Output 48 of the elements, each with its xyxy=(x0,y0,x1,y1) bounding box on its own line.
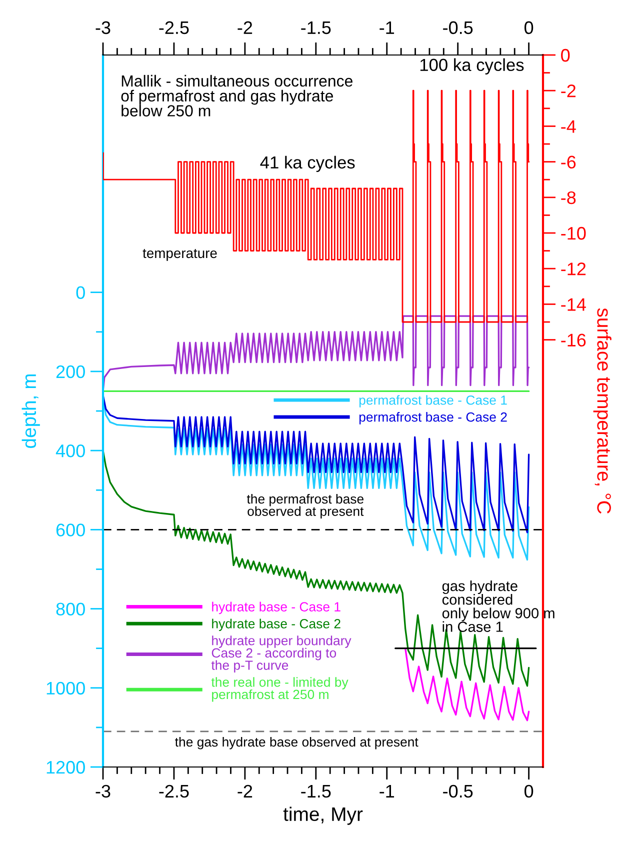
y-axis-title: depth, m xyxy=(22,374,40,448)
x-tick-label: -2.5 xyxy=(159,784,189,798)
text: hydrate base - Case 1 xyxy=(212,602,340,614)
y2-tick-label: -8 xyxy=(561,191,576,204)
y2-tick-label: -2 xyxy=(561,84,576,98)
series-label: permafrost base - Case 2 xyxy=(359,412,507,424)
y-tick-label: 400 xyxy=(56,444,85,458)
x2-tick-label: -2.5 xyxy=(159,21,189,34)
text: the real one - limited by permafrost at 250 m xyxy=(211,677,348,702)
y-tick-label: 1000 xyxy=(46,682,85,695)
text: Mallik - simultaneous occurrence of permafrost and gas hydrate below 250 m xyxy=(121,74,352,116)
x-tick-label: -0.5 xyxy=(443,784,473,798)
x2-tick-label: -2 xyxy=(238,21,252,34)
y-tick-label: 1200 xyxy=(46,760,85,774)
x-tick-label: -3 xyxy=(96,784,110,798)
x2-tick-label: -0.5 xyxy=(443,21,473,34)
annotation: temperature xyxy=(142,248,217,261)
y2-axis-title: surface temperature, °C xyxy=(593,308,612,514)
line-series xyxy=(404,648,530,722)
y-tick-label: 600 xyxy=(56,524,85,536)
y-tick-label: 800 xyxy=(56,602,85,616)
annotation: gas hydrate considered only below 900 m in Case 1 xyxy=(442,580,554,632)
y2-tick-label: -6 xyxy=(561,156,576,169)
x2-tick-label: 0 xyxy=(524,21,534,34)
text: permafrost base - Case 1 xyxy=(359,395,507,408)
y-tick-label: 0 xyxy=(76,286,85,300)
y2-tick-label: -4 xyxy=(561,120,576,133)
x2-tick-label: -1.5 xyxy=(301,21,331,34)
annotation: 41 ka cycles xyxy=(260,156,355,172)
y2-tick-label: -16 xyxy=(561,334,586,347)
x-tick-label: -1.5 xyxy=(301,785,331,798)
ref-line-label: the gas hydrate base observed at present xyxy=(175,736,418,750)
y-tick-label: 200 xyxy=(56,365,85,378)
x-tick-label: -1 xyxy=(380,785,394,798)
y2-tick-label: -10 xyxy=(561,226,586,240)
x2-tick-label: -1 xyxy=(380,21,394,34)
y2-tick-label: 0 xyxy=(561,48,570,62)
y2-tick-label: -12 xyxy=(561,262,586,276)
text: hydrate base - Case 2 xyxy=(212,618,340,631)
x-axis-title: time, Myr xyxy=(283,806,363,825)
x-tick-label: 0 xyxy=(524,784,534,798)
text: hydrate upper boundary Case 2 - according to the p-T curve xyxy=(211,636,352,673)
y2-tick-label: -14 xyxy=(561,298,586,311)
x-tick-label: -2 xyxy=(238,784,252,798)
annotation: 100 ka cycles xyxy=(420,58,524,74)
line-series xyxy=(103,394,530,534)
x2-tick-label: -3 xyxy=(96,21,110,34)
ref-line-label: the permafrost base observed at present xyxy=(246,494,364,519)
